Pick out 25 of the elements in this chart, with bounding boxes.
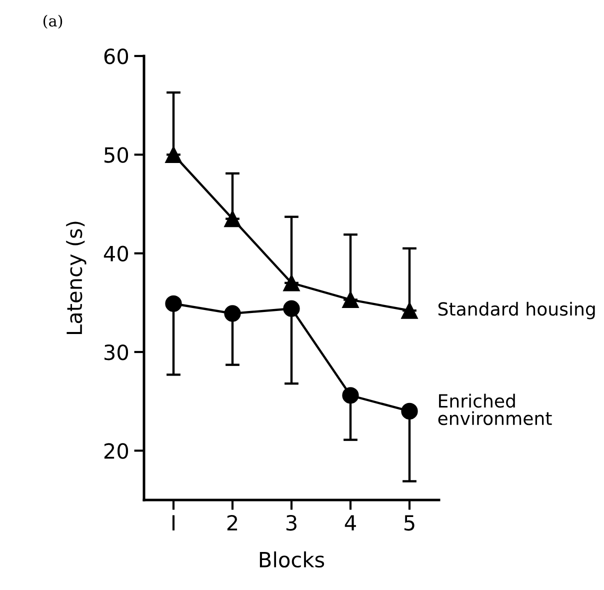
text: (a) [43,14,62,29]
point [342,291,359,308]
point [342,387,359,404]
point [165,146,182,163]
y-tick-label: 40 [104,246,128,262]
y-tick-label: 50 [104,147,128,163]
point [283,300,300,317]
x-tick-label: I [172,515,175,530]
x-tick-label: 3 [286,514,296,531]
y-tick-label: 60 [104,48,128,64]
x-tick-label: 5 [404,515,414,531]
y-tick-label: 30 [104,344,128,360]
x-tick-label: 4 [344,515,356,530]
y-axis-title: Latency (s) [66,222,86,334]
x-tick-label: 2 [227,514,238,530]
point [401,302,418,319]
y-tick-label: 20 [104,443,128,459]
point [224,210,241,228]
point [283,274,300,292]
x-axis-title: Blocks [260,551,324,568]
series-label: Standard housing [438,302,595,320]
point [224,305,241,322]
series-label: Enriched environment [438,394,552,426]
point [401,402,418,420]
point [165,295,182,312]
